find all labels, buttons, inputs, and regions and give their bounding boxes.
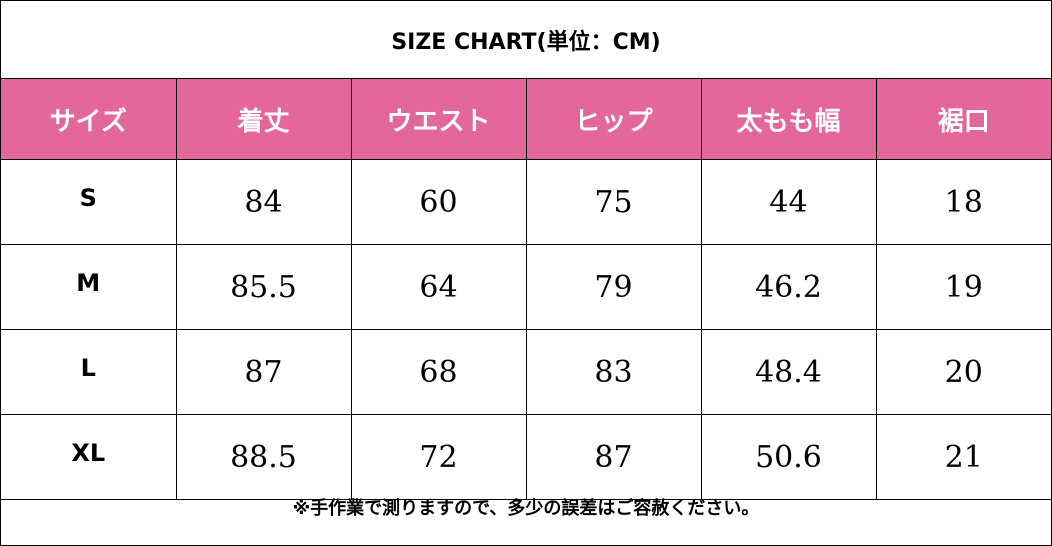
- hem-value: 18: [875, 159, 1051, 245]
- length-value: 85.5: [175, 244, 352, 330]
- header-row: サイズ 着丈 ウエスト ヒップ 太もも幅 裾口: [1, 79, 1051, 160]
- measurement-note: ※手作業で測りますので、多少の誤差はご容赦ください。: [292, 498, 760, 519]
- chart-title: SIZE CHART(単位：CM): [1, 1, 1051, 79]
- waist-value: 60: [350, 159, 527, 245]
- length-value: 84: [175, 159, 352, 245]
- header-hip: ヒップ: [525, 79, 702, 160]
- hem-value: 20: [875, 329, 1051, 415]
- length-value: 87: [175, 329, 352, 415]
- size-label: S: [1, 159, 177, 245]
- thigh-value: 44: [700, 159, 877, 245]
- size-label: XL: [1, 414, 177, 500]
- table-row: S 84 60 75 44 18: [1, 159, 1051, 245]
- table-row: L 87 68 83 48.4 20: [1, 329, 1051, 415]
- thigh-value: 50.6: [700, 414, 877, 500]
- table-row: XL 88.5 72 87 50.6 21: [1, 414, 1051, 500]
- hip-value: 79: [525, 244, 702, 330]
- hem-value: 21: [875, 414, 1051, 500]
- size-table: サイズ 着丈 ウエスト ヒップ 太もも幅 裾口 S 84 60 75 44 18…: [1, 79, 1051, 500]
- waist-value: 68: [350, 329, 527, 415]
- waist-value: 64: [350, 244, 527, 330]
- header-hem: 裾口: [875, 79, 1051, 160]
- length-value: 88.5: [175, 414, 352, 500]
- header-size: サイズ: [1, 79, 177, 160]
- waist-value: 72: [350, 414, 527, 500]
- hip-value: 87: [525, 414, 702, 500]
- hip-value: 75: [525, 159, 702, 245]
- thigh-value: 46.2: [700, 244, 877, 330]
- hem-value: 19: [875, 244, 1051, 330]
- header-thigh: 太もも幅: [700, 79, 877, 160]
- table-row: M 85.5 64 79 46.2 19: [1, 244, 1051, 330]
- size-label: M: [1, 244, 177, 330]
- hip-value: 83: [525, 329, 702, 415]
- size-label: L: [1, 329, 177, 415]
- thigh-value: 48.4: [700, 329, 877, 415]
- header-waist: ウエスト: [350, 79, 527, 160]
- header-length: 着丈: [175, 79, 352, 160]
